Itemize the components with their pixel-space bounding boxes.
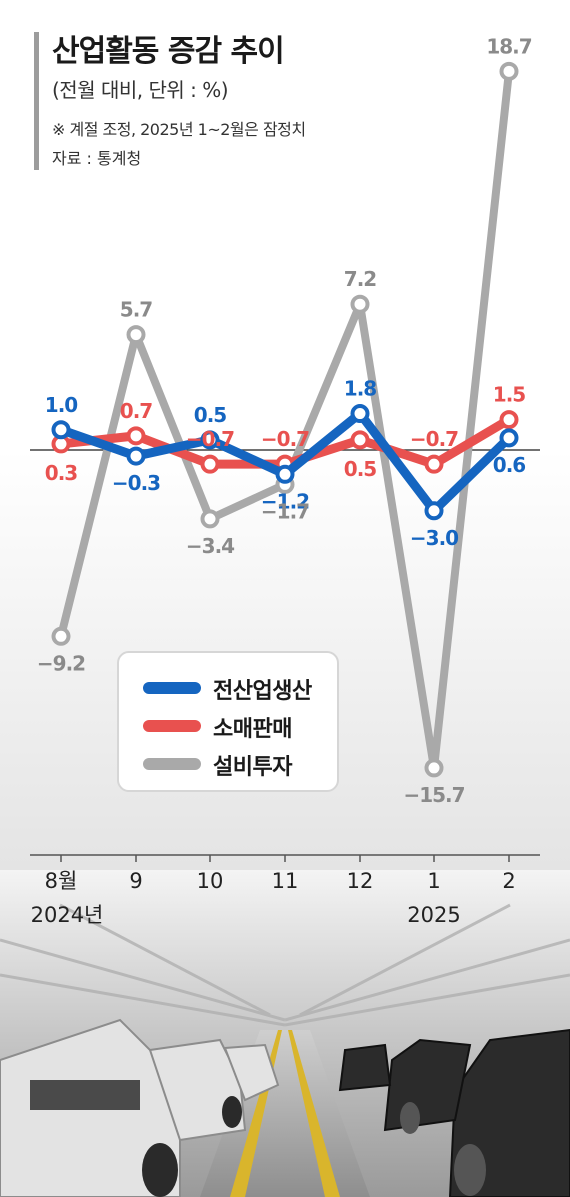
point-production-1 (126, 446, 146, 466)
legend-label-production: 전산업생산 (213, 679, 312, 704)
data-label-production-2: 0.5 (194, 403, 227, 427)
x-tick-label-2: 10 (197, 869, 224, 893)
point-investment-5 (424, 758, 444, 778)
data-label-retail-0: 0.3 (45, 461, 78, 485)
legend-label-investment: 설비투자 (213, 755, 292, 780)
legend-item-production: 전산업생산 (143, 673, 333, 704)
data-label-retail-3: −0.7 (261, 427, 309, 451)
point-investment-2 (200, 509, 220, 529)
data-label-investment-6: 18.7 (486, 34, 531, 58)
data-label-production-6: 0.6 (493, 453, 526, 477)
point-retail-5 (424, 454, 444, 474)
point-production-4 (350, 404, 370, 424)
point-retail-4 (350, 430, 370, 450)
legend-label-retail: 소매판매 (213, 717, 292, 742)
chart-subtitle: (전월 대비, 단위 : %) (52, 78, 229, 102)
point-production-5 (424, 501, 444, 521)
point-investment-0 (51, 626, 71, 646)
x-tick-label-6: 2 (502, 869, 515, 893)
point-investment-4 (350, 294, 370, 314)
legend: 전산업생산 소매판매 설비투자 (117, 651, 339, 792)
chart-source: 자료 : 통계청 (52, 149, 142, 168)
data-label-retail-4: 0.5 (344, 457, 377, 481)
x-year-label-5: 2025 (407, 903, 460, 927)
point-production-3 (275, 464, 295, 484)
data-label-production-0: 1.0 (45, 393, 78, 417)
data-label-investment-4: 7.2 (344, 267, 377, 291)
data-label-investment-3: −1.7 (261, 499, 309, 523)
data-label-retail-5: −0.7 (410, 427, 458, 451)
data-label-production-4: 1.8 (344, 377, 377, 401)
point-retail-1 (126, 426, 146, 446)
factory-photo (0, 903, 570, 1027)
point-retail-6 (499, 410, 519, 430)
data-label-production-1: −0.3 (112, 471, 160, 495)
data-label-retail-6: 1.5 (493, 383, 526, 407)
point-investment-6 (499, 61, 519, 81)
header-accent-bar (34, 32, 39, 170)
data-label-retail-2: −0.7 (186, 427, 234, 451)
data-label-investment-2: −3.4 (186, 534, 234, 558)
point-production-2 (200, 430, 220, 450)
chart-title: 산업활동 증감 추이 (52, 34, 285, 69)
legend-item-investment: 설비투자 (143, 749, 333, 780)
x-tick-label-3: 11 (272, 869, 299, 893)
point-production-6 (499, 428, 519, 448)
legend-item-retail: 소매판매 (143, 711, 333, 742)
chart-note: ※ 계절 조정, 2025년 1~2월은 잠정치 (52, 120, 306, 139)
x-year-label-0: 2024년 (31, 903, 104, 927)
data-label-investment-1: 5.7 (120, 298, 153, 322)
x-tick-label-0: 8월 (45, 869, 78, 893)
data-label-investment-0: −9.2 (37, 651, 85, 675)
data-label-retail-1: 0.7 (120, 399, 153, 423)
point-production-0 (51, 420, 71, 440)
x-tick-label-5: 1 (427, 869, 440, 893)
point-retail-2 (200, 454, 220, 474)
legend-swatch-production (143, 682, 201, 694)
legend-swatch-investment (143, 758, 201, 770)
x-tick-label-4: 12 (347, 869, 374, 893)
data-label-investment-5: −15.7 (403, 783, 464, 807)
point-investment-1 (126, 325, 146, 345)
data-label-production-5: −3.0 (410, 526, 458, 550)
legend-swatch-retail (143, 720, 201, 732)
x-tick-label-1: 9 (129, 869, 142, 893)
data-label-production-3: −1.2 (261, 489, 309, 513)
